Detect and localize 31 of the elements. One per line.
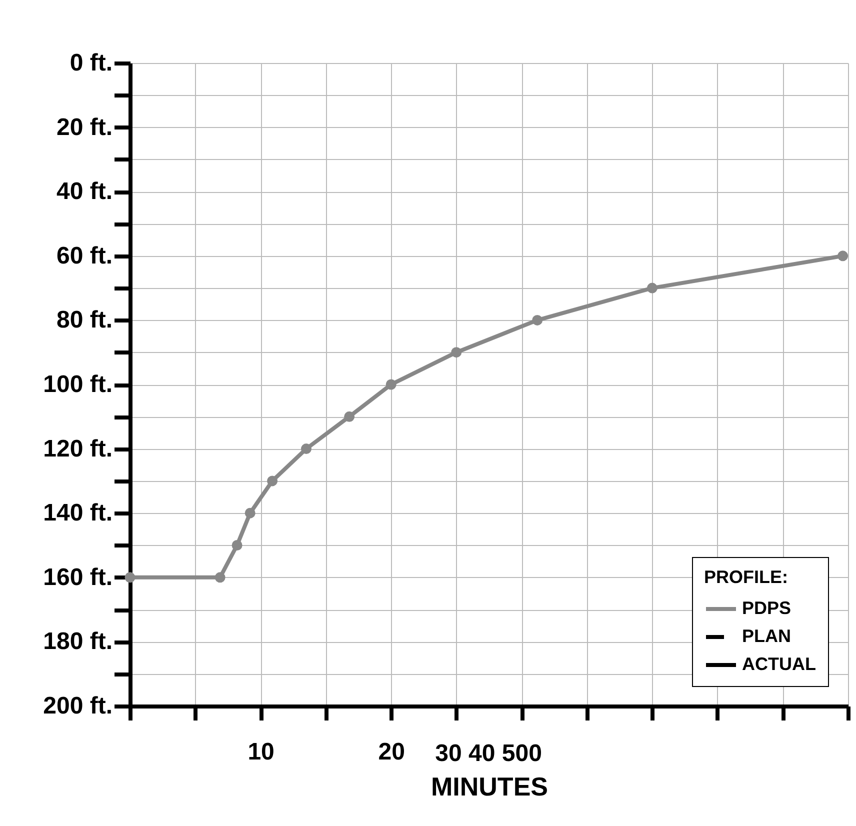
x-axis-title: MINUTES — [431, 772, 548, 802]
y-tick-label: 40 ft. — [56, 178, 112, 206]
x-tick-label: 20 — [378, 738, 405, 766]
point — [244, 508, 256, 518]
point — [386, 379, 396, 390]
point — [646, 282, 658, 294]
y-tick-label: 200 ft. — [43, 692, 112, 720]
y-tick-label: 120 ft. — [43, 435, 112, 462]
y-tick-label: 20 ft. — [56, 114, 112, 141]
point — [451, 347, 462, 358]
point — [267, 476, 278, 486]
point — [232, 540, 242, 550]
point — [214, 572, 226, 583]
y-tick-label: 140 ft. — [43, 500, 112, 527]
y-tick-label: 0 ft. — [70, 50, 112, 76]
y-tick-label: 80 ft. — [56, 306, 112, 334]
legend-label: PLAN — [742, 626, 791, 646]
x-tick-label: 10 — [248, 738, 274, 766]
text: 30 40 500 — [435, 740, 542, 767]
point — [344, 411, 355, 422]
legend-label: PDPS — [742, 598, 792, 618]
y-tick-label: 160 ft. — [43, 564, 112, 591]
y-tick-label: 180 ft. — [43, 628, 112, 656]
point — [838, 250, 848, 262]
point — [124, 572, 136, 583]
legend-title: PROFILE: — [704, 567, 788, 587]
point — [532, 314, 543, 326]
legend-label: ACTUAL — [742, 654, 816, 674]
y-tick-label: 60 ft. — [56, 242, 112, 270]
point — [300, 444, 312, 454]
y-tick-label: 100 ft. — [43, 371, 112, 398]
